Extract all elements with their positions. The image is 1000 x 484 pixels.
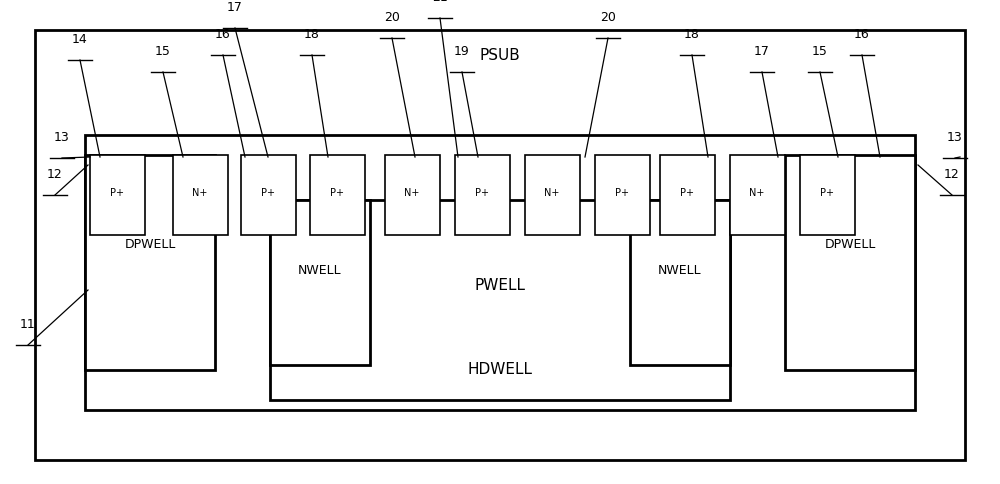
Bar xyxy=(90,155,145,235)
Text: N+: N+ xyxy=(544,188,560,198)
Text: N+: N+ xyxy=(192,188,208,198)
Bar xyxy=(730,155,785,235)
Text: 16: 16 xyxy=(854,28,870,41)
Bar xyxy=(241,155,296,235)
Text: 18: 18 xyxy=(684,28,700,41)
Text: 20: 20 xyxy=(600,11,616,24)
Text: P+: P+ xyxy=(261,188,275,198)
Text: 13: 13 xyxy=(54,131,70,144)
Text: HDWELL: HDWELL xyxy=(468,363,532,378)
Bar xyxy=(595,155,650,235)
Text: 18: 18 xyxy=(304,28,320,41)
Bar xyxy=(310,155,365,235)
Text: 21: 21 xyxy=(432,0,448,4)
Bar xyxy=(660,155,715,235)
Bar xyxy=(85,135,915,410)
Text: N+: N+ xyxy=(749,188,765,198)
Text: P+: P+ xyxy=(475,188,489,198)
Text: 12: 12 xyxy=(47,168,63,181)
Text: P+: P+ xyxy=(615,188,629,198)
Text: P+: P+ xyxy=(680,188,694,198)
Text: P+: P+ xyxy=(110,188,124,198)
Bar xyxy=(785,155,915,370)
Text: NWELL: NWELL xyxy=(658,263,702,276)
Text: 17: 17 xyxy=(227,1,243,14)
Bar xyxy=(800,155,855,235)
Text: 20: 20 xyxy=(384,11,400,24)
Text: 12: 12 xyxy=(944,168,960,181)
Text: 15: 15 xyxy=(155,45,171,58)
Bar xyxy=(85,155,215,370)
Text: P+: P+ xyxy=(820,188,834,198)
Bar xyxy=(35,30,965,460)
Text: PSUB: PSUB xyxy=(480,47,520,62)
Bar xyxy=(270,200,370,365)
Bar xyxy=(173,155,228,235)
Bar xyxy=(385,155,440,235)
Bar xyxy=(455,155,510,235)
Text: NWELL: NWELL xyxy=(298,263,342,276)
Text: 19: 19 xyxy=(454,45,470,58)
Text: 17: 17 xyxy=(754,45,770,58)
Text: PWELL: PWELL xyxy=(475,277,526,292)
Bar xyxy=(270,200,730,400)
Bar xyxy=(525,155,580,235)
Text: 11: 11 xyxy=(20,318,36,331)
Text: N+: N+ xyxy=(404,188,420,198)
Text: 16: 16 xyxy=(215,28,231,41)
Text: DPWELL: DPWELL xyxy=(824,239,876,252)
Text: 15: 15 xyxy=(812,45,828,58)
Text: P+: P+ xyxy=(330,188,344,198)
Text: DPWELL: DPWELL xyxy=(124,239,176,252)
Text: 14: 14 xyxy=(72,33,88,46)
Text: 13: 13 xyxy=(947,131,963,144)
Bar xyxy=(630,200,730,365)
